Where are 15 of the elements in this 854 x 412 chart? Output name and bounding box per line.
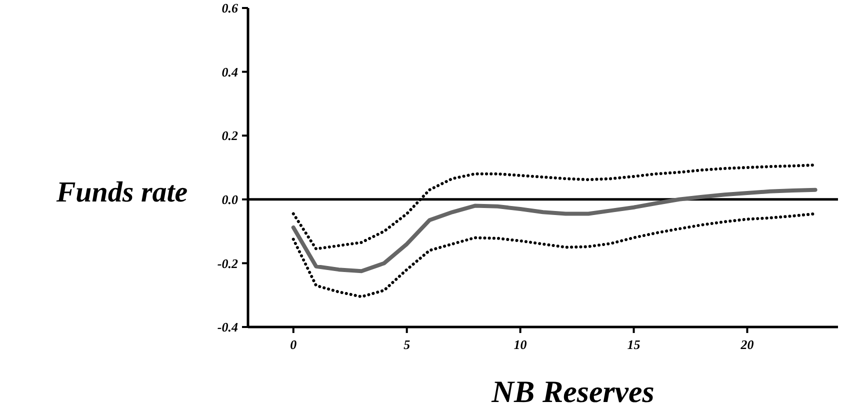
x-tick-label: 15 [627, 337, 641, 352]
y-tick-label: 0.6 [222, 0, 238, 16]
y-tick-label: 0.0 [222, 192, 238, 207]
x-tick-label: 5 [404, 337, 411, 352]
x-tick-label: 0 [290, 337, 298, 352]
x-tick-label: 10 [514, 337, 528, 352]
y-tick-label: -0.4 [217, 320, 238, 335]
y-tick-label: 0.2 [222, 128, 238, 144]
x-tick-label: 20 [740, 337, 754, 352]
line-series [291, 188, 818, 274]
y-tick-label: 0.4 [222, 64, 238, 80]
y-axis-title: Funds rate [55, 176, 188, 209]
y-tick-label: -0.2 [217, 256, 238, 271]
x-axis-title: NB Reserves [490, 374, 654, 409]
line-series [292, 212, 817, 298]
